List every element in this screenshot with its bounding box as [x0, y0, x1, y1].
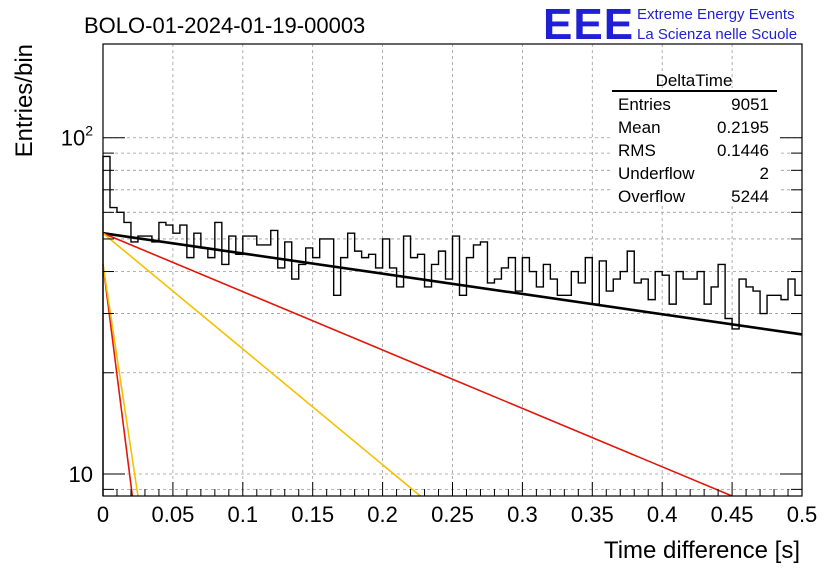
- stats-value: 2: [760, 164, 769, 183]
- x-tick-label: 0: [97, 502, 109, 527]
- histogram-steps: [102, 155, 802, 496]
- eee-logo: EEE: [543, 0, 634, 49]
- stats-value: 0.1446: [717, 141, 769, 160]
- stats-value: 5244: [731, 187, 769, 206]
- x-tick-label: 0.2: [367, 502, 398, 527]
- x-tick-label: 0.1: [228, 502, 259, 527]
- x-tick-label: 0.15: [291, 502, 334, 527]
- logo-line-2: La Scienza nelle Scuole: [637, 26, 797, 43]
- x-tick-label: 0.25: [431, 502, 474, 527]
- fit-component-yellow-fast: [102, 264, 139, 497]
- x-tick-label: 0.45: [711, 502, 754, 527]
- stats-label: Mean: [618, 118, 661, 137]
- y-tick-label: 102: [61, 123, 93, 151]
- x-tick-label: 0.3: [507, 502, 538, 527]
- fit-component-red-fast: [102, 264, 134, 497]
- stats-rows: Entries 9051 Mean 0.2195 RMS 0.1446 Underflow 2…: [618, 95, 769, 206]
- x-tick-label: 0.4: [647, 502, 678, 527]
- x-tick-label: 0.35: [571, 502, 614, 527]
- y-tick-label: 10: [69, 462, 93, 487]
- stats-label: RMS: [618, 141, 656, 160]
- x-axis-title: Time difference [s]: [604, 537, 800, 564]
- stats-title: DeltaTime: [656, 71, 733, 90]
- stats-label: Underflow: [618, 164, 695, 183]
- logo-line-1: Extreme Energy Events: [637, 6, 795, 23]
- fit-curves: [102, 231, 803, 497]
- histogram: [102, 155, 802, 496]
- y-axis-title: Entries/bin: [11, 44, 38, 157]
- stats-value: 0.2195: [717, 118, 769, 137]
- x-tick-label: 0.05: [151, 502, 194, 527]
- stats-label: Entries: [618, 95, 671, 114]
- run-title: BOLO-01-2024-01-19-00003: [84, 13, 365, 38]
- stats-box-bg: [610, 88, 779, 206]
- fit-component-yellow: [102, 232, 421, 497]
- axis-ticks: 0 0.05 0.1 0.15 0.2 0.25 0.3 0.35 0.4 0.45 0.5 10 10…: [61, 123, 818, 527]
- stats-value: 9051: [731, 95, 769, 114]
- stats-label: Overflow: [618, 187, 686, 206]
- x-tick-label: 0.5: [787, 502, 818, 527]
- fit-total-line: [102, 231, 803, 336]
- stats-box: DeltaTime Entries 9051 Mean 0.2195 RMS 0.1446…: [610, 71, 779, 206]
- fit-component-red: [102, 232, 733, 497]
